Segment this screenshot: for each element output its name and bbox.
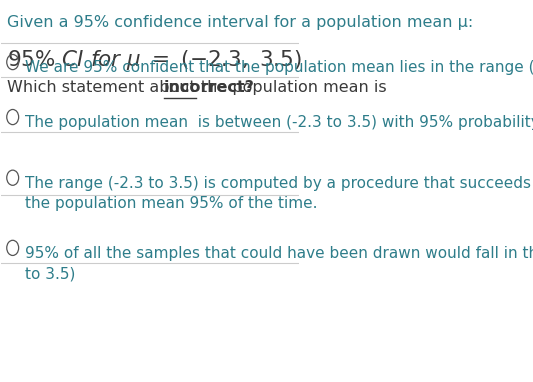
Text: incorrect?: incorrect? xyxy=(164,80,255,95)
Text: Given a 95% confidence interval for a population mean μ:: Given a 95% confidence interval for a po… xyxy=(7,15,473,30)
Text: Which statement about the population mean is: Which statement about the population mea… xyxy=(7,80,392,95)
Text: We are 95% confident that the population mean lies in the range (-2.3 to 3.5): We are 95% confident that the population… xyxy=(25,60,533,75)
Text: The population mean  is between (-2.3 to 3.5) with 95% probability: The population mean is between (-2.3 to … xyxy=(25,115,533,130)
Text: The range (-2.3 to 3.5) is computed by a procedure that succeeds in covering
the: The range (-2.3 to 3.5) is computed by a… xyxy=(25,176,533,211)
Text: 95% of all the samples that could have been drawn would fall in the range (-2.3
: 95% of all the samples that could have b… xyxy=(25,246,533,282)
Text: $\mathit{95\%\ CI\ for}\ \mu\ =\ (-2.3,\ 3.5)$: $\mathit{95\%\ CI\ for}\ \mu\ =\ (-2.3,\… xyxy=(7,48,302,72)
